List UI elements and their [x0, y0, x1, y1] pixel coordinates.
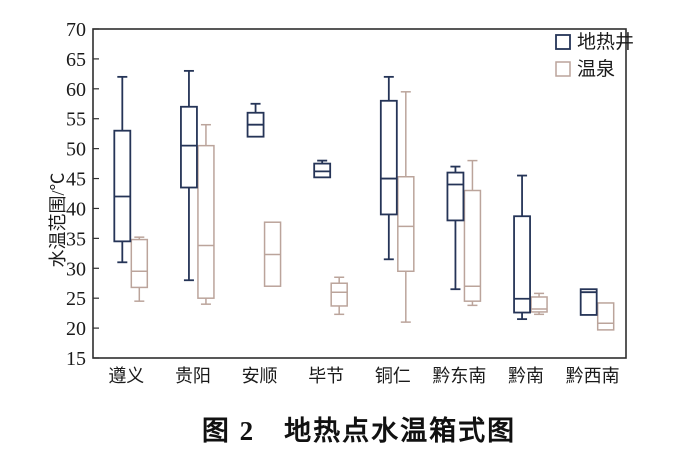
- y-tick-label: 65: [66, 49, 86, 71]
- iqr-box: [113, 129, 132, 243]
- legend-swatch-hot-spring-icon: [555, 61, 571, 77]
- box-温泉-黔东南: [463, 159, 482, 307]
- box-地热井-遵义: [113, 75, 132, 264]
- legend-label-geothermal-well: 地热井: [577, 31, 634, 53]
- y-tick-label: 45: [66, 169, 86, 191]
- box-地热井-毕节: [313, 159, 332, 179]
- y-tick-label: 15: [66, 348, 86, 370]
- box-温泉-遵义: [130, 236, 149, 302]
- iqr-box: [197, 144, 215, 299]
- box-温泉-黔西南: [596, 302, 615, 331]
- y-axis: 70 65 60 55 50 45 40 35 30 25 20 15: [66, 19, 99, 370]
- iqr-box: [446, 171, 465, 222]
- x-category-label: 安顺: [242, 366, 278, 386]
- y-tick-label: 70: [66, 19, 86, 41]
- x-category-label: 遵义: [108, 366, 144, 386]
- y-tick-label: 50: [66, 139, 86, 161]
- x-category-label: 黔西南: [566, 366, 620, 386]
- box-地热井-黔西南: [579, 288, 598, 316]
- y-tick-label: 30: [66, 258, 86, 280]
- y-tick-label: 35: [66, 228, 86, 250]
- box-温泉-毕节: [330, 276, 348, 316]
- y-tick-label: 60: [66, 79, 86, 101]
- x-category-label: 黔南: [508, 366, 544, 386]
- box-地热井-黔东南: [446, 165, 465, 291]
- x-category-label: 黔东南: [432, 366, 486, 386]
- legend: 地热井 温泉: [555, 31, 634, 80]
- box-地热井-铜仁: [379, 75, 398, 261]
- iqr-box: [596, 302, 615, 331]
- y-tick-label: 25: [66, 288, 86, 310]
- box-地热井-安顺: [246, 102, 265, 138]
- box-series: [113, 69, 615, 331]
- iqr-box: [397, 176, 415, 273]
- x-category-label: 毕节: [308, 366, 344, 386]
- legend-label-hot-spring: 温泉: [577, 58, 615, 80]
- box-地热井-贵阳: [180, 69, 198, 282]
- y-axis-title: 水温范围/℃: [48, 172, 68, 267]
- iqr-box: [463, 189, 482, 302]
- boxplot-chart: 70 65 60 55 50 45 40 35 30 25 20 15 遵义 贵阳 安顺 毕节 铜仁 黔东南 黔南…: [48, 19, 634, 386]
- legend-swatch-geothermal-well-icon: [555, 34, 571, 50]
- iqr-box: [579, 288, 598, 316]
- y-tick-label: 20: [66, 318, 86, 340]
- x-axis: 遵义 贵阳 安顺 毕节 铜仁 黔东南 黔南 黔西南: [108, 366, 619, 386]
- iqr-box: [180, 105, 198, 189]
- box-地热井-黔南: [513, 174, 531, 321]
- box-温泉-贵阳: [197, 123, 215, 305]
- iqr-box: [513, 215, 531, 314]
- iqr-box: [330, 282, 348, 307]
- x-category-label: 铜仁: [375, 366, 411, 386]
- plot-frame: [92, 28, 627, 359]
- y-tick-label: 55: [66, 109, 86, 131]
- box-温泉-安顺: [263, 221, 282, 287]
- x-category-label: 贵阳: [175, 366, 211, 386]
- iqr-box: [130, 238, 149, 289]
- y-tick-label: 40: [66, 198, 86, 220]
- figure-caption: 图 2 地热点水温箱式图: [201, 416, 517, 446]
- box-温泉-黔南: [530, 292, 548, 316]
- iqr-box: [379, 99, 398, 216]
- box-温泉-铜仁: [397, 91, 415, 323]
